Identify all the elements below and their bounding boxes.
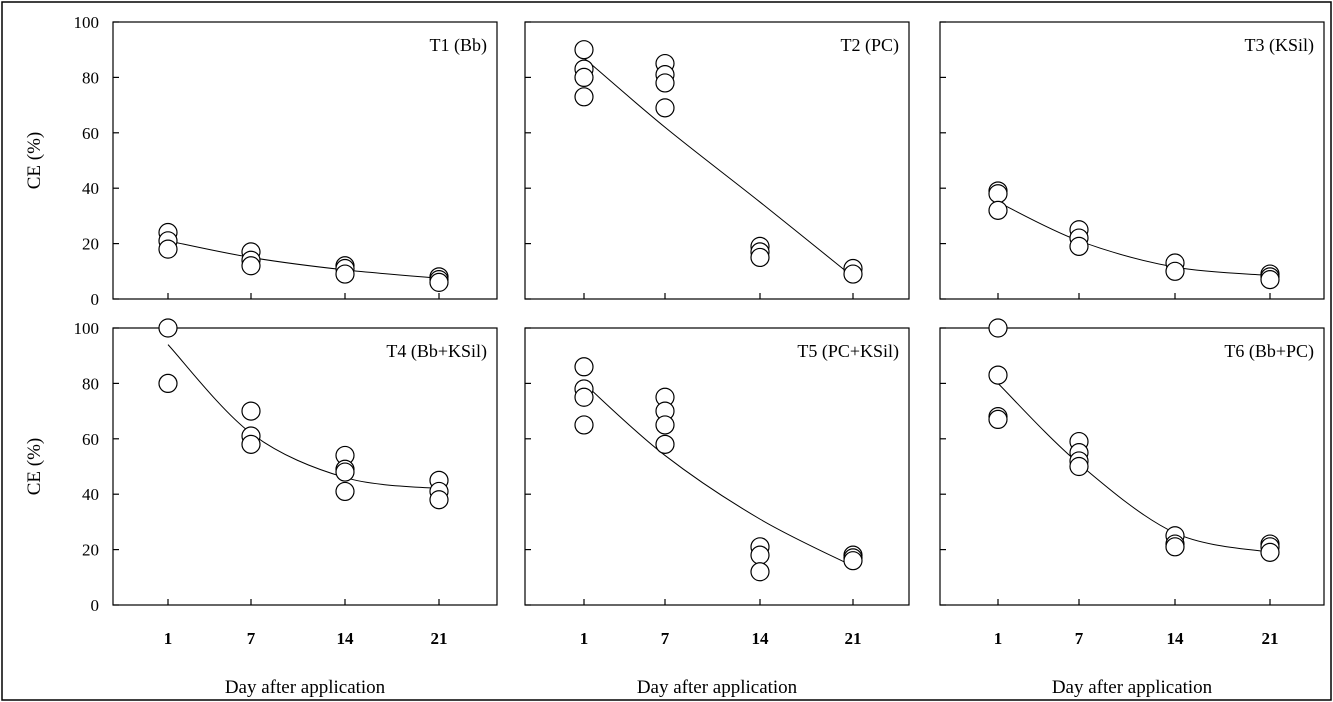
data-point [1069, 456, 1089, 477]
panel-3: T3 (KSil) [939, 21, 1325, 300]
data-point [574, 87, 594, 107]
y-tick-label: 60 [82, 124, 99, 143]
y-axis-title: CE (%) [24, 132, 45, 190]
x-tick-label: 21 [845, 629, 862, 648]
fit-curve [583, 57, 854, 278]
data-point [988, 184, 1008, 204]
panel-6: T6 (Bb+PC) 1 7 14 21 Day after application [939, 318, 1325, 698]
panel-label: T1 (Bb) [430, 35, 488, 56]
data-point [1260, 270, 1280, 290]
panel-label: T2 (PC) [841, 35, 900, 56]
x-tick-label: 1 [994, 629, 1003, 648]
data-point [655, 415, 675, 435]
panel-2: T2 (PC) [524, 21, 910, 300]
data-point [429, 490, 449, 510]
x-tick-label: 14 [1167, 629, 1185, 648]
data-point [988, 409, 1008, 430]
data-point [655, 98, 675, 118]
x-tick-label: 1 [580, 629, 589, 648]
x-tick-label: 7 [661, 629, 670, 648]
y-tick-label: 20 [82, 235, 99, 254]
x-axis-title: Day after application [637, 677, 798, 698]
panel-5: T5 (PC+KSil) 1 7 14 21 Day after application [524, 327, 910, 698]
x-tick-label: 21 [431, 629, 448, 648]
y-axis-title: CE (%) [24, 438, 45, 496]
data-point [1165, 261, 1185, 281]
data-point [241, 401, 261, 421]
data-point [574, 387, 594, 407]
data-point [988, 200, 1008, 220]
x-tick-label: 14 [337, 629, 355, 648]
data-point [574, 40, 594, 60]
plot-frame [939, 327, 1325, 606]
plot-frame [524, 327, 910, 606]
fit-curve [997, 201, 1271, 276]
x-axis-title: Day after application [225, 677, 386, 698]
plot-frame [112, 21, 498, 300]
data-point [1260, 542, 1280, 562]
panel-1: 0 20 40 60 80 100 CE (%) T1 (Bb) [24, 13, 498, 309]
y-tick-label: 100 [74, 319, 100, 338]
x-tick-label: 7 [1075, 629, 1084, 648]
fit-curve [583, 383, 854, 567]
data-point [843, 551, 863, 571]
panel-label: T3 (KSil) [1245, 35, 1315, 56]
x-tick-label: 7 [247, 629, 256, 648]
fit-curve [167, 240, 440, 279]
data-point [335, 462, 355, 482]
panel-label: T5 (PC+KSil) [797, 341, 899, 362]
y-tick-label: 40 [82, 485, 99, 504]
data-point [574, 67, 594, 88]
plot-frame [112, 327, 498, 606]
x-tick-label: 14 [752, 629, 770, 648]
data-point [574, 415, 594, 435]
data-point [1165, 537, 1185, 557]
y-tick-label: 0 [91, 290, 100, 309]
data-point [429, 272, 449, 292]
data-point [335, 481, 355, 502]
plot-frame [524, 21, 910, 300]
x-tick-label: 1 [164, 629, 173, 648]
fit-curve [167, 344, 440, 490]
data-point [158, 373, 178, 393]
data-point [335, 264, 355, 284]
data-point [843, 264, 863, 284]
y-tick-label: 20 [82, 541, 99, 560]
y-tick-label: 80 [82, 68, 99, 87]
y-tick-label: 100 [74, 13, 100, 32]
panel-4: 0 20 40 60 80 100 CE (%) T4 (Bb+KSil) 1 7 14 21 Day … [24, 318, 498, 698]
data-point [241, 434, 261, 454]
data-point [241, 256, 261, 276]
y-tick-label: 40 [82, 179, 99, 198]
panel-label: T4 (Bb+KSil) [386, 341, 487, 362]
data-point [750, 562, 770, 582]
panel-label: T6 (Bb+PC) [1224, 341, 1314, 362]
plot-frame [939, 21, 1325, 300]
data-point [988, 318, 1008, 338]
data-point [158, 239, 178, 259]
data-point [655, 434, 675, 454]
data-point [158, 318, 178, 338]
data-point [574, 357, 594, 377]
y-tick-label: 80 [82, 374, 99, 393]
data-point [1069, 236, 1089, 256]
x-axis-title: Day after application [1052, 677, 1213, 698]
data-point [988, 365, 1008, 385]
y-tick-label: 60 [82, 430, 99, 449]
y-tick-label: 0 [91, 596, 100, 615]
data-point [655, 73, 675, 93]
x-tick-label: 21 [1262, 629, 1279, 648]
data-point [750, 247, 770, 268]
data-point [750, 545, 770, 565]
fit-curve [997, 383, 1271, 553]
